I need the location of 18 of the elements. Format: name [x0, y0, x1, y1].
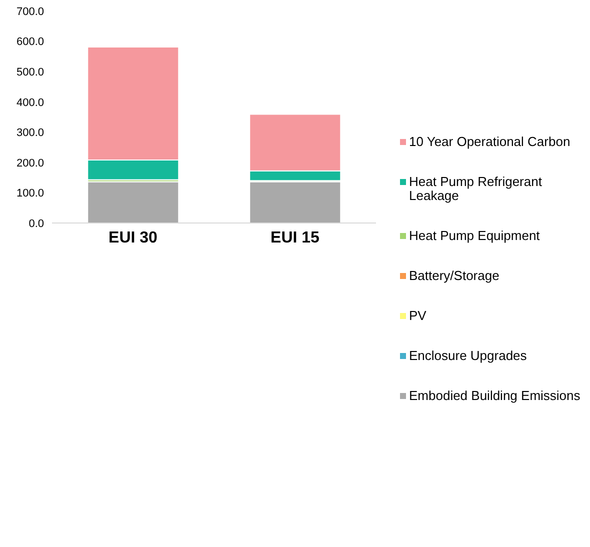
x-tick-label: EUI 15 — [270, 229, 320, 246]
legend-label: Enclosure Upgrades — [409, 348, 527, 363]
legend-label: Battery/Storage — [409, 268, 500, 283]
legend-label: Embodied Building Emissions — [409, 388, 580, 403]
x-tick-label: EUI 30 — [108, 229, 158, 246]
y-tick-label: 600.0 — [16, 36, 44, 48]
y-tick-label: 200.0 — [16, 157, 44, 170]
y-tick-label: 300.0 — [16, 127, 44, 140]
legend-label: Heat Pump Refrigerant Leakage — [409, 174, 543, 203]
y-tick-label: 400.0 — [16, 96, 44, 109]
y-tick-label: 500.0 — [16, 66, 44, 78]
legend-label: PV — [409, 308, 426, 323]
y-tick-label: 700.0 — [16, 6, 44, 18]
y-tick-label: 0.0 — [28, 218, 44, 230]
y-tick-label: 100.0 — [16, 188, 44, 200]
legend-label: Heat Pump Equipment — [409, 228, 540, 243]
legend-label: 10 Year Operational Carbon — [409, 134, 570, 149]
bar — [87, 181, 180, 223]
